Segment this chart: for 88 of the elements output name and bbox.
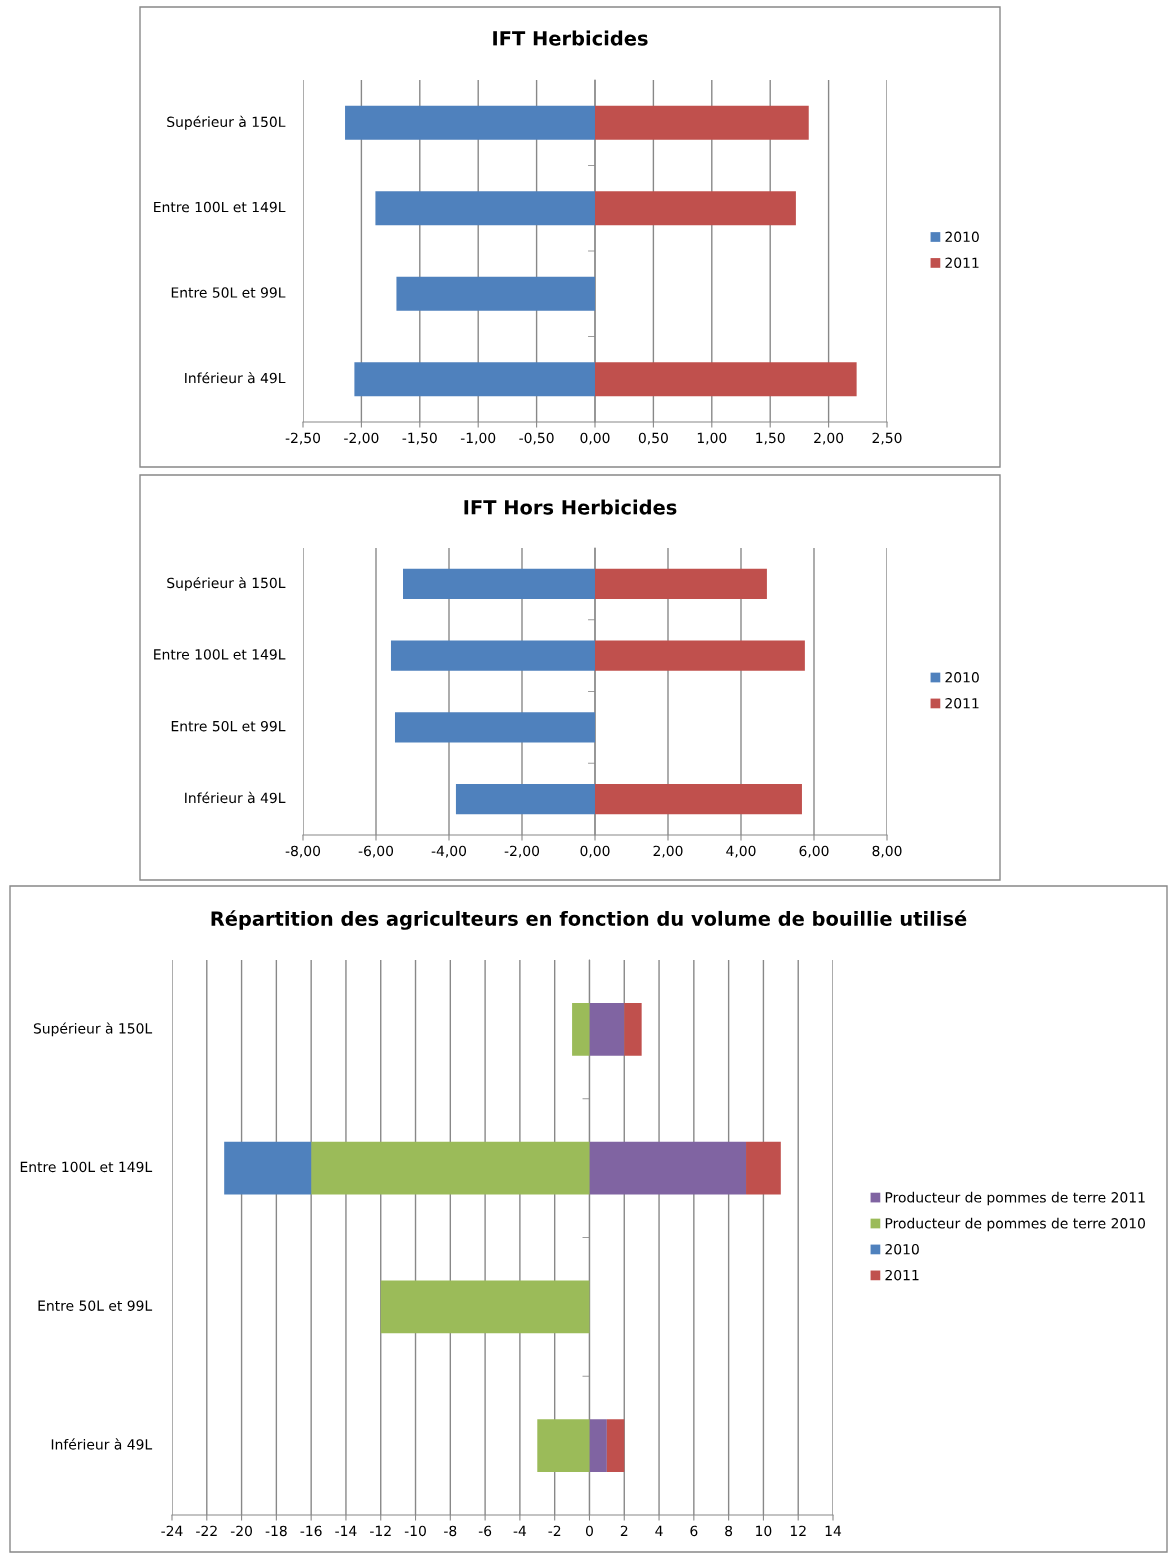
y-tick-label: Entre 50L et 99L <box>171 287 286 298</box>
legend-label: Producteur de pommes de terre 2011 <box>885 1191 1145 1206</box>
x-tick-label: -2,50 <box>285 432 321 445</box>
x-tick-label: -14 <box>335 1525 357 1536</box>
bar <box>606 1419 625 1472</box>
x-tick-label: -22 <box>196 1525 217 1536</box>
x-tick-label: -8,00 <box>285 845 321 858</box>
bar <box>589 1003 625 1056</box>
bar <box>595 640 805 671</box>
bar <box>345 105 595 140</box>
x-tick-label: 0,00 <box>580 845 610 858</box>
y-tick-label: Entre 50L et 99L <box>171 720 286 732</box>
bar <box>572 1003 590 1056</box>
x-tick-label: -24 <box>161 1525 183 1536</box>
x-tick-label: 4,00 <box>726 845 756 858</box>
bar <box>624 1003 642 1056</box>
x-tick-label: 6 <box>690 1525 698 1537</box>
bar <box>403 568 595 599</box>
x-tick-label: -12 <box>370 1525 391 1536</box>
bar <box>746 1141 781 1195</box>
y-tick-label: Supérieur à 150L <box>167 115 286 130</box>
x-tick-label: 10 <box>756 1525 772 1537</box>
bar <box>375 191 595 226</box>
legend-label: 2011 <box>885 1269 919 1281</box>
chart-title: IFT Hors Herbicides <box>464 499 677 515</box>
x-tick-label: 1,00 <box>697 432 727 445</box>
y-tick-label: Supérieur à 150L <box>167 576 286 591</box>
bar <box>589 1419 607 1472</box>
x-tick-label: 0 <box>585 1525 593 1537</box>
y-tick-label: Entre 100L et 149L <box>154 201 286 213</box>
x-tick-label: 4 <box>655 1525 663 1536</box>
bar <box>394 712 595 743</box>
bar <box>537 1419 590 1472</box>
x-tick-label: -0,50 <box>519 432 554 445</box>
bar <box>354 362 595 397</box>
bar <box>595 362 857 397</box>
legend-label: 2011 <box>945 257 979 268</box>
x-tick-label: 2,00 <box>653 845 683 858</box>
y-tick-label: Inférieur à 49L <box>185 371 286 384</box>
bar <box>455 784 595 815</box>
bar <box>595 568 767 599</box>
legend-label: 2010 <box>885 1244 919 1255</box>
x-tick-label: 0,50 <box>638 432 668 445</box>
x-tick-label: -1,00 <box>460 432 496 445</box>
legend-label: Producteur de pommes de terre 2010 <box>885 1217 1145 1232</box>
x-tick-label: 12 <box>790 1525 806 1536</box>
x-tick-label: -18 <box>265 1525 287 1537</box>
y-tick-label: Entre 50L et 99L <box>38 1300 153 1311</box>
legend-label: 2010 <box>945 231 979 243</box>
x-tick-label: 2,00 <box>814 432 844 445</box>
legend-label: 2011 <box>945 698 979 709</box>
y-tick-label: Inférieur à 49L <box>185 791 286 804</box>
bar <box>311 1141 590 1195</box>
x-tick-label: 0,00 <box>580 432 610 445</box>
bar <box>595 191 796 226</box>
x-tick-label: 14 <box>825 1525 842 1536</box>
x-tick-label: -8 <box>444 1525 457 1537</box>
x-tick-label: -20 <box>230 1525 252 1537</box>
x-tick-label: -6 <box>478 1525 492 1537</box>
x-tick-label: 1,50 <box>756 432 785 445</box>
chart-title: IFT Herbicides <box>493 30 648 46</box>
bar <box>595 105 809 140</box>
x-tick-label: -16 <box>300 1525 322 1537</box>
bar <box>595 784 802 815</box>
x-tick-label: -4,00 <box>431 845 467 858</box>
chart-title: Répartition des agriculteurs en fonction du volume de bouillie utilisé <box>211 910 967 930</box>
x-tick-label: -6,00 <box>358 845 394 858</box>
x-tick-label: -2,00 <box>344 432 379 445</box>
legend-label: 2010 <box>945 672 979 683</box>
y-tick-label: Entre 100L et 149L <box>154 649 286 660</box>
bar <box>224 1141 312 1195</box>
y-tick-label: Inférieur à 49L <box>51 1438 153 1450</box>
x-tick-label: -2,00 <box>504 845 540 858</box>
x-tick-label: 2,50 <box>872 432 902 445</box>
x-tick-label: -1,50 <box>402 432 437 445</box>
x-tick-label: 2 <box>620 1525 628 1536</box>
x-tick-label: 6,00 <box>799 845 829 858</box>
x-tick-label: -4 <box>513 1525 527 1536</box>
x-tick-label: 8 <box>725 1525 733 1537</box>
x-tick-label: 8,00 <box>872 845 902 858</box>
x-tick-label: -2 <box>548 1525 561 1536</box>
bar <box>396 276 595 311</box>
y-tick-label: Supérieur à 150L <box>33 1022 153 1037</box>
bar <box>589 1141 747 1195</box>
bar <box>380 1280 590 1334</box>
y-tick-label: Entre 100L et 149L <box>20 1161 153 1173</box>
x-tick-label: -10 <box>404 1525 426 1537</box>
bar <box>390 640 595 671</box>
